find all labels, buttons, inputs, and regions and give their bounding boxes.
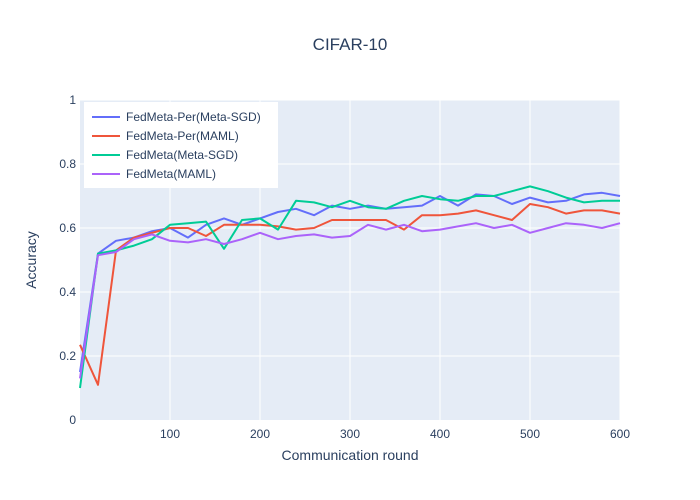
x-tick-label: 500 xyxy=(520,427,540,441)
legend-item[interactable]: FedMeta(MAML) xyxy=(92,167,216,181)
series-line xyxy=(79,203,621,386)
x-tick-label: 200 xyxy=(250,427,270,441)
legend-label: FedMeta-Per(Meta-SGD) xyxy=(126,110,261,124)
y-axis-title: Accuracy xyxy=(23,231,39,289)
y-tick-label: 0.4 xyxy=(59,285,76,299)
y-tick-label: 0.8 xyxy=(59,157,76,171)
y-tick-label: 0 xyxy=(69,413,76,427)
y-tick-label: 1 xyxy=(69,93,76,107)
y-tick-label: 0.6 xyxy=(59,221,76,235)
y-axis-ticks: 0 0.2 0.4 0.6 0.8 1 xyxy=(59,93,76,427)
x-axis-ticks: 100 200 300 400 500 600 xyxy=(160,427,630,441)
x-tick-label: 300 xyxy=(340,427,360,441)
legend-item[interactable]: FedMeta-Per(MAML) xyxy=(92,129,239,143)
y-tick-label: 0.2 xyxy=(59,349,76,363)
x-tick-label: 600 xyxy=(610,427,630,441)
legend[interactable]: FedMeta-Per(Meta-SGD) FedMeta-Per(MAML) Fe… xyxy=(84,102,278,188)
x-axis-title: Communication round xyxy=(282,447,419,463)
legend-item[interactable]: FedMeta-Per(Meta-SGD) xyxy=(92,110,261,124)
legend-label: FedMeta(Meta-SGD) xyxy=(126,148,238,162)
series-line xyxy=(79,185,620,389)
legend-label: FedMeta(MAML) xyxy=(126,167,216,181)
series-line xyxy=(79,222,621,379)
series-lines xyxy=(79,185,621,389)
x-tick-label: 100 xyxy=(160,427,180,441)
x-tick-label: 400 xyxy=(430,427,450,441)
legend-label: FedMeta-Per(MAML) xyxy=(126,129,239,143)
chart-title: CIFAR-10 xyxy=(313,35,388,54)
legend-item[interactable]: FedMeta(Meta-SGD) xyxy=(92,148,238,162)
